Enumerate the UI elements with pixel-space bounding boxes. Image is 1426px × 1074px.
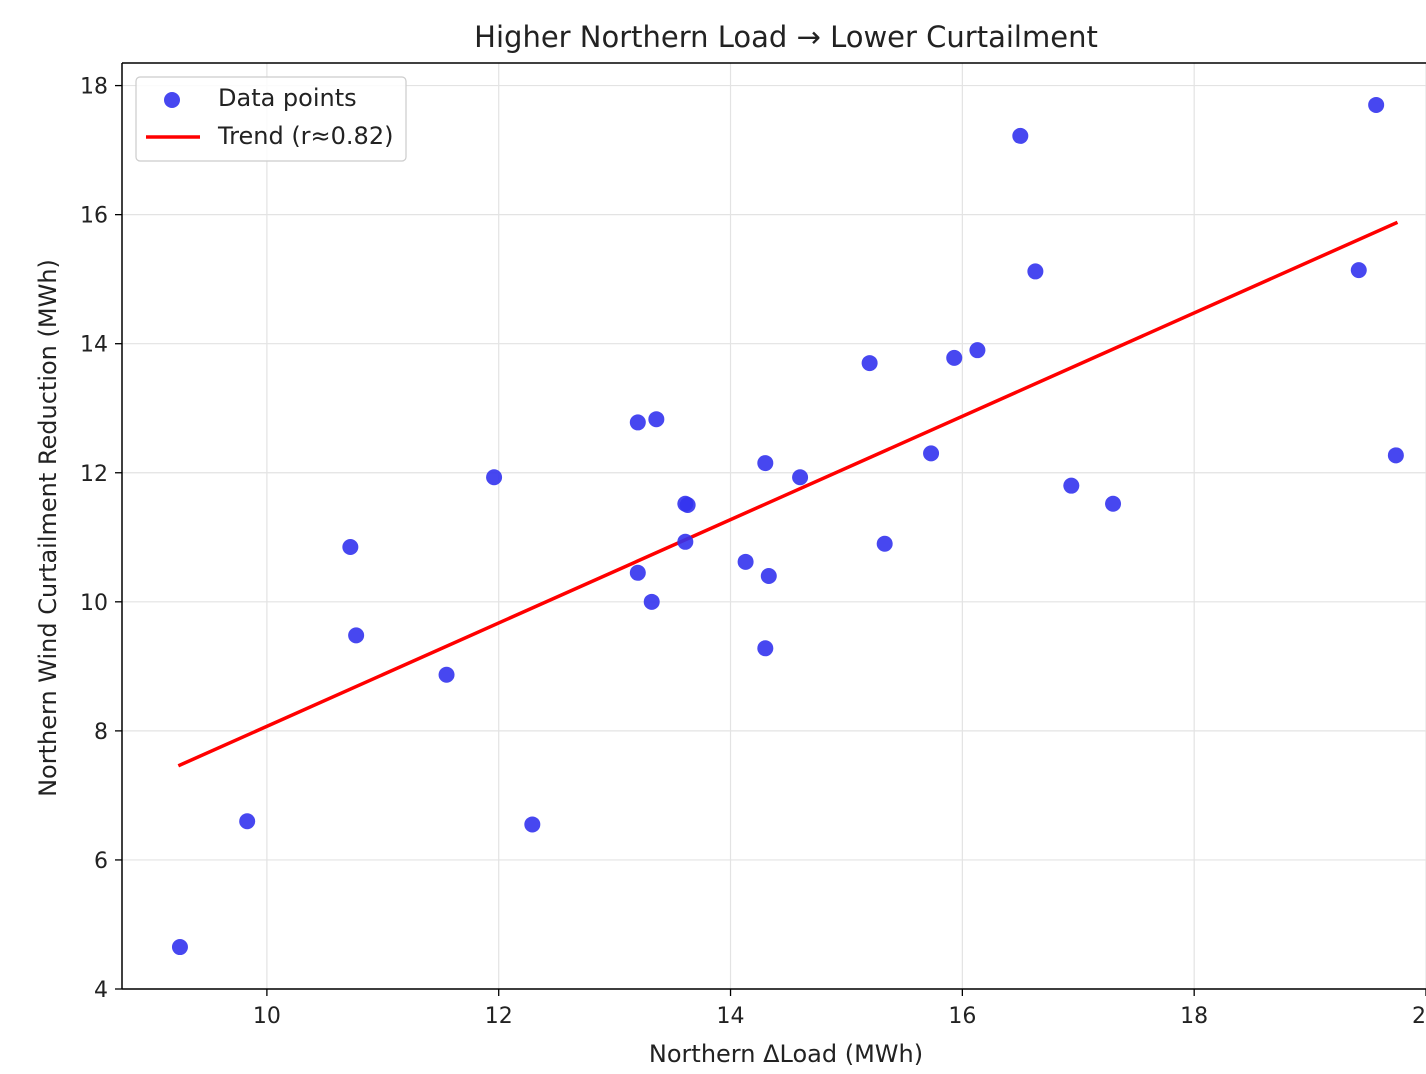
data-point xyxy=(923,445,939,461)
data-point xyxy=(680,497,696,513)
data-point xyxy=(1063,478,1079,494)
y-tick-label: 14 xyxy=(80,333,108,358)
data-point xyxy=(969,342,985,358)
chart-title: Higher Northern Load → Lower Curtailment xyxy=(474,20,1098,54)
x-tick-label: 20 xyxy=(1412,1004,1426,1029)
y-tick-label: 6 xyxy=(94,849,108,874)
y-tick-label: 4 xyxy=(94,978,108,1003)
x-axis-label: Northern ΔLoad (MWh) xyxy=(649,1040,923,1068)
data-point xyxy=(239,813,255,829)
data-point xyxy=(677,534,693,550)
data-point xyxy=(877,536,893,552)
data-point xyxy=(757,640,773,656)
legend-label-trend: Trend (r≈0.82) xyxy=(217,122,393,150)
x-tick-label: 12 xyxy=(485,1004,513,1029)
x-tick-label: 18 xyxy=(1180,1004,1208,1029)
x-tick-label: 14 xyxy=(717,1004,745,1029)
data-point xyxy=(738,554,754,570)
data-point xyxy=(630,414,646,430)
data-point xyxy=(439,667,455,683)
x-tick-label: 10 xyxy=(253,1004,281,1029)
data-point xyxy=(757,455,773,471)
y-tick-label: 12 xyxy=(80,462,108,487)
y-tick-label: 16 xyxy=(80,204,108,229)
y-tick-label: 10 xyxy=(80,591,108,616)
data-point xyxy=(862,355,878,371)
data-point xyxy=(486,469,502,485)
data-point xyxy=(342,539,358,555)
data-point xyxy=(1027,263,1043,279)
legend-label-data-points: Data points xyxy=(218,84,357,112)
data-point xyxy=(1388,447,1404,463)
y-tick-label: 18 xyxy=(80,75,108,100)
data-point xyxy=(1105,496,1121,512)
data-point xyxy=(172,939,188,955)
data-point xyxy=(946,350,962,366)
legend-marker-data-points xyxy=(164,92,180,108)
data-point xyxy=(792,469,808,485)
data-point xyxy=(524,816,540,832)
data-point xyxy=(1351,262,1367,278)
data-point xyxy=(1368,97,1384,113)
data-point xyxy=(1012,128,1028,144)
legend: Data points Trend (r≈0.82) xyxy=(136,77,406,161)
data-point xyxy=(761,568,777,584)
data-point xyxy=(644,594,660,610)
data-point xyxy=(630,565,646,581)
y-tick-label: 8 xyxy=(94,720,108,745)
data-point xyxy=(348,627,364,643)
y-axis-label: Northern Wind Curtailment Reduction (MWh… xyxy=(34,259,62,797)
data-point xyxy=(648,411,664,427)
x-tick-label: 16 xyxy=(948,1004,976,1029)
